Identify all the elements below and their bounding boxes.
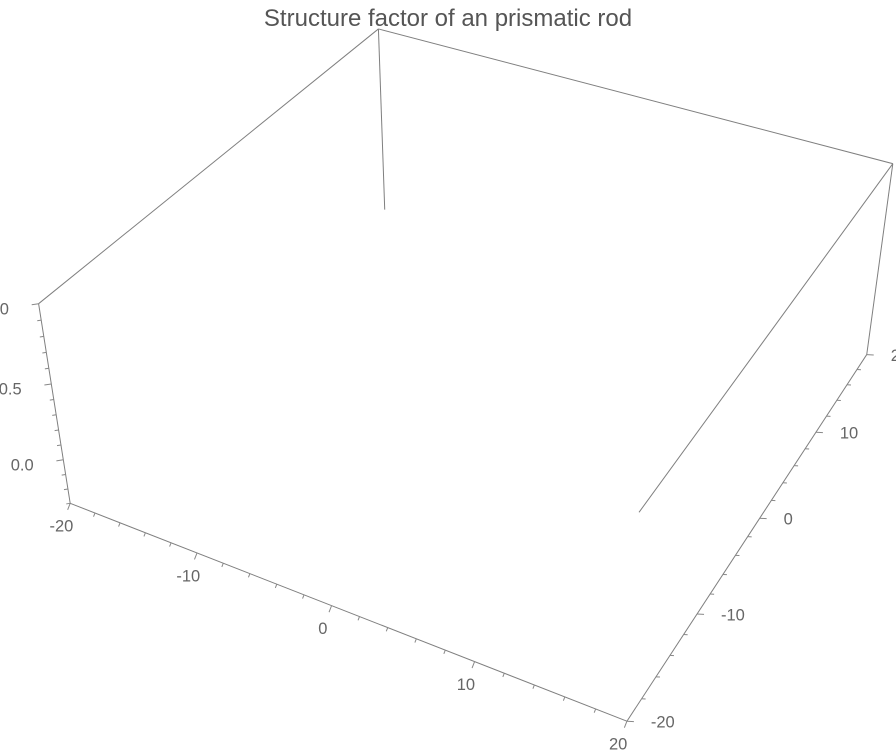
svg-text:-10: -10 bbox=[721, 606, 745, 624]
svg-text:0.0: 0.0 bbox=[11, 456, 34, 474]
svg-text:1.0: 1.0 bbox=[0, 300, 9, 318]
svg-text:-20: -20 bbox=[50, 518, 74, 536]
svg-text:0: 0 bbox=[318, 620, 327, 638]
svg-text:10: 10 bbox=[840, 425, 858, 443]
svg-text:20: 20 bbox=[609, 736, 627, 752]
svg-text:20: 20 bbox=[891, 347, 896, 365]
svg-text:0: 0 bbox=[784, 511, 793, 529]
svg-text:0.5: 0.5 bbox=[0, 381, 22, 399]
svg-text:10: 10 bbox=[457, 676, 475, 694]
svg-text:-20: -20 bbox=[651, 714, 675, 732]
svg-text:-10: -10 bbox=[176, 567, 200, 585]
